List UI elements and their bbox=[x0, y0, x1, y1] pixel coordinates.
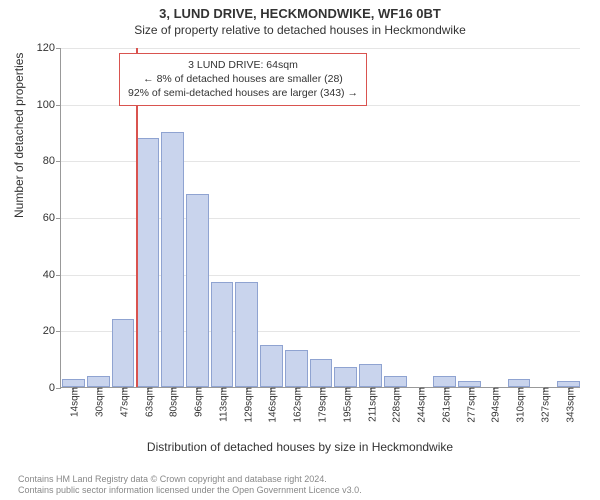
xtick-label: 30sqm bbox=[91, 387, 106, 417]
bar bbox=[508, 379, 531, 388]
xtick-label: 162sqm bbox=[289, 387, 304, 423]
ytick-label: 0 bbox=[49, 382, 61, 394]
xtick-label: 343sqm bbox=[561, 387, 576, 423]
chart-subtitle: Size of property relative to detached ho… bbox=[0, 21, 600, 37]
xtick-label: 47sqm bbox=[115, 387, 130, 417]
plot-region: 02040608010012014sqm30sqm47sqm63sqm80sqm… bbox=[60, 48, 580, 388]
bar bbox=[310, 359, 333, 387]
footer-line1: Contains HM Land Registry data © Crown c… bbox=[18, 474, 362, 485]
bar bbox=[260, 345, 283, 388]
ytick-label: 120 bbox=[37, 42, 61, 54]
xtick-label: 113sqm bbox=[214, 387, 229, 422]
xtick-label: 327sqm bbox=[536, 387, 551, 423]
xtick-label: 14sqm bbox=[66, 387, 81, 417]
xtick-label: 310sqm bbox=[512, 387, 527, 423]
footer-attribution: Contains HM Land Registry data © Crown c… bbox=[18, 474, 362, 497]
bar bbox=[359, 364, 382, 387]
ytick-label: 100 bbox=[37, 99, 61, 111]
xtick-label: 277sqm bbox=[462, 387, 477, 423]
y-axis-title: Number of detached properties bbox=[12, 53, 26, 218]
bar bbox=[334, 367, 357, 387]
xtick-label: 195sqm bbox=[338, 387, 353, 423]
ytick-label: 80 bbox=[43, 155, 61, 167]
bar bbox=[87, 376, 110, 387]
ytick-label: 20 bbox=[43, 325, 61, 337]
xtick-label: 63sqm bbox=[140, 387, 155, 417]
bar bbox=[161, 132, 184, 387]
xtick-label: 244sqm bbox=[413, 387, 428, 423]
xtick-label: 228sqm bbox=[388, 387, 403, 423]
annotation-line2: ← 8% of detached houses are smaller (28) bbox=[128, 72, 358, 86]
bar bbox=[112, 319, 135, 387]
annotation-box: 3 LUND DRIVE: 64sqm ← 8% of detached hou… bbox=[119, 53, 367, 106]
x-axis-title: Distribution of detached houses by size … bbox=[0, 440, 600, 454]
annotation-line3: 92% of semi-detached houses are larger (… bbox=[128, 86, 358, 100]
xtick-label: 294sqm bbox=[487, 387, 502, 423]
xtick-label: 211sqm bbox=[363, 387, 378, 422]
chart-area: 02040608010012014sqm30sqm47sqm63sqm80sqm… bbox=[60, 48, 580, 388]
footer-line2: Contains public sector information licen… bbox=[18, 485, 362, 496]
bar bbox=[186, 194, 209, 387]
bar bbox=[235, 282, 258, 387]
ytick-label: 40 bbox=[43, 269, 61, 281]
bar bbox=[211, 282, 234, 387]
bar bbox=[384, 376, 407, 387]
xtick-label: 261sqm bbox=[437, 387, 452, 423]
xtick-label: 80sqm bbox=[165, 387, 180, 417]
grid-line bbox=[61, 48, 580, 49]
bar bbox=[62, 379, 85, 388]
bar bbox=[136, 138, 159, 387]
bar bbox=[285, 350, 308, 387]
xtick-label: 96sqm bbox=[190, 387, 205, 417]
ytick-label: 60 bbox=[43, 212, 61, 224]
xtick-label: 146sqm bbox=[264, 387, 279, 423]
xtick-label: 129sqm bbox=[239, 387, 254, 423]
bar bbox=[433, 376, 456, 387]
annotation-line1: 3 LUND DRIVE: 64sqm bbox=[128, 58, 358, 72]
xtick-label: 179sqm bbox=[314, 387, 329, 423]
chart-title: 3, LUND DRIVE, HECKMONDWIKE, WF16 0BT bbox=[0, 0, 600, 21]
